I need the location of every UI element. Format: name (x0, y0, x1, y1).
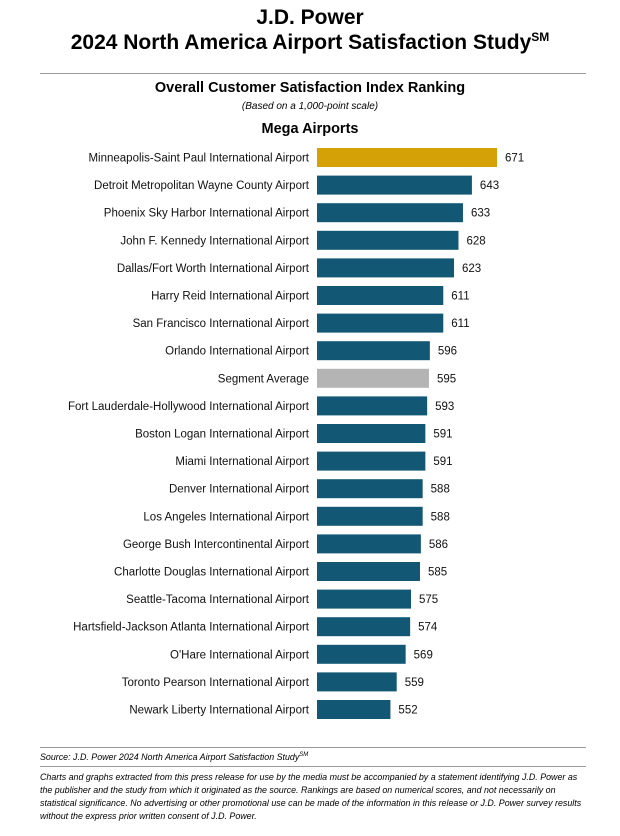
source-note: Source: J.D. Power 2024 North America Ai… (40, 752, 590, 762)
value-label-newark-liberty-international-airport: 552 (398, 705, 417, 717)
value-label-boston-logan-international-airport: 591 (433, 429, 452, 441)
bar-seattle-tacoma-international-airport (317, 589, 412, 609)
value-label-segment-average: 595 (437, 373, 456, 385)
category-label-miami-international-airport: Miami International Airport (175, 456, 309, 468)
bar-hartsfield-jackson-atlanta-international-airport (317, 617, 411, 637)
category-label-charlotte-douglas-international-airport: Charlotte Douglas International Airport (114, 567, 310, 579)
bar-john-f-kennedy-international-airport (317, 230, 459, 250)
title-divider (40, 73, 586, 74)
bar-charlotte-douglas-international-airport (317, 562, 420, 581)
value-label-san-francisco-international-airport: 611 (451, 318, 469, 330)
value-label-miami-international-airport: 591 (433, 456, 452, 468)
category-label-minneapolis-saint-paul-international-airport: Minneapolis-Saint Paul International Air… (88, 153, 309, 165)
category-label-seattle-tacoma-international-airport: Seattle-Tacoma International Airport (126, 594, 310, 606)
chart-title-study: 2024 North America Airport Satisfaction … (0, 30, 620, 55)
category-label-newark-liberty-international-airport: Newark Liberty International Airport (129, 705, 309, 717)
bar-minneapolis-saint-paul-international-airport (317, 148, 497, 167)
source-text: Source: J.D. Power 2024 North America Ai… (40, 752, 300, 762)
value-label-george-bush-intercontinental-airport: 586 (429, 539, 448, 551)
bar-toronto-pearson-international-airport (317, 672, 397, 692)
chart-subtitle: Overall Customer Satisfaction Index Rank… (154, 80, 466, 96)
value-label-denver-international-airport: 588 (431, 484, 450, 496)
category-label-boston-logan-international-airport: Boston Logan International Airport (135, 429, 310, 441)
bar-fort-lauderdale-hollywood-international-airport (317, 396, 428, 416)
bar-harry-reid-international-airport (317, 286, 444, 305)
value-label-fort-lauderdale-hollywood-international-airport: 593 (435, 401, 454, 413)
bar-phoenix-sky-harbor-international-airport (317, 203, 463, 223)
bar-newark-liberty-international-airport (317, 700, 391, 719)
value-label-los-angeles-international-airport: 588 (431, 511, 450, 523)
chart-title-brand: J.D. Power (256, 6, 364, 29)
category-label-segment-average: Segment Average (218, 373, 309, 385)
footer-divider-bottom (40, 766, 586, 767)
value-label-toronto-pearson-international-airport: 559 (405, 677, 424, 689)
disclaimer-text: Charts and graphs extracted from this pr… (40, 772, 582, 821)
category-label-george-bush-intercontinental-airport: George Bush Intercontinental Airport (123, 539, 310, 551)
service-mark: SM (531, 30, 550, 44)
category-label-san-francisco-international-airport: San Francisco International Airport (133, 318, 310, 330)
category-label-toronto-pearson-international-airport: Toronto Pearson International Airport (122, 677, 310, 689)
category-label-dallas-fort-worth-international-airport: Dallas/Fort Worth International Airport (117, 263, 310, 275)
bar-segment-average (317, 368, 429, 388)
category-label-phoenix-sky-harbor-international-airport: Phoenix Sky Harbor International Airport (104, 208, 310, 220)
value-label-john-f-kennedy-international-airport: 628 (466, 235, 485, 247)
category-label-harry-reid-international-airport: Harry Reid International Airport (151, 291, 310, 303)
bar-miami-international-airport (317, 451, 426, 471)
segment-heading: Mega Airports (261, 121, 359, 137)
value-label-dallas-fort-worth-international-airport: 623 (462, 263, 481, 275)
bar-george-bush-intercontinental-airport (317, 534, 421, 554)
value-label-harry-reid-international-airport: 611 (451, 291, 469, 303)
category-label-detroit-metropolitan-wayne-county-airport: Detroit Metropolitan Wayne County Airpor… (94, 180, 310, 192)
bar-o-hare-international-airport (317, 644, 406, 664)
study-title-text: 2024 North America Airport Satisfaction … (70, 31, 532, 54)
bar-detroit-metropolitan-wayne-county-airport (317, 175, 472, 195)
bar-san-francisco-international-airport (317, 313, 444, 333)
value-label-o-hare-international-airport: 569 (414, 649, 433, 661)
value-label-hartsfield-jackson-atlanta-international-airport: 574 (418, 622, 438, 634)
category-label-o-hare-international-airport: O'Hare International Airport (170, 649, 310, 661)
source-service-mark: SM (299, 752, 309, 759)
bar-boston-logan-international-airport (317, 424, 426, 443)
bar-denver-international-airport (317, 479, 423, 499)
bar-dallas-fort-worth-international-airport (317, 258, 455, 278)
value-label-minneapolis-saint-paul-international-airport: 671 (505, 153, 524, 165)
value-label-phoenix-sky-harbor-international-airport: 633 (471, 208, 490, 220)
value-label-detroit-metropolitan-wayne-county-airport: 643 (480, 180, 499, 192)
category-label-hartsfield-jackson-atlanta-international-airport: Hartsfield-Jackson Atlanta International… (73, 622, 310, 634)
scale-note: (Based on a 1,000-point scale) (241, 101, 379, 112)
bar-orlando-international-airport (317, 341, 430, 361)
value-label-orlando-international-airport: 596 (438, 346, 457, 358)
category-label-john-f-kennedy-international-airport: John F. Kennedy International Airport (120, 235, 309, 247)
category-label-fort-lauderdale-hollywood-international-airport: Fort Lauderdale-Hollywood International … (68, 401, 310, 413)
value-label-charlotte-douglas-international-airport: 585 (428, 567, 447, 579)
footer-divider-top (40, 747, 586, 748)
category-label-los-angeles-international-airport: Los Angeles International Airport (143, 511, 309, 523)
category-label-denver-international-airport: Denver International Airport (169, 484, 310, 496)
value-label-seattle-tacoma-international-airport: 575 (419, 594, 438, 606)
bar-los-angeles-international-airport (317, 506, 423, 526)
ranking-bar-chart: Minneapolis-Saint Paul International Air… (68, 148, 524, 719)
category-label-orlando-international-airport: Orlando International Airport (165, 346, 310, 358)
